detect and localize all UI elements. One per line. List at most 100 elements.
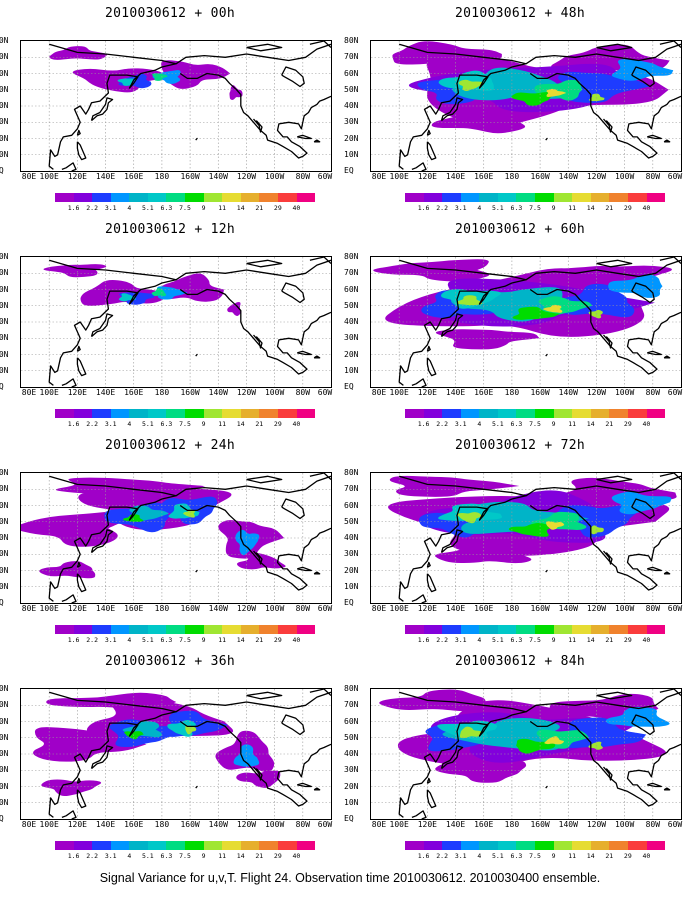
map-canvas <box>21 689 331 819</box>
colorbar-labels: 1.6 2.2 3.1 4 5.1 6.3 7.5 9 11 14 21 29 40 <box>405 421 665 429</box>
longitude-tick-label: 160E <box>474 388 494 397</box>
colorbar-level-label: 9 <box>201 636 206 644</box>
variance-contour <box>608 274 663 298</box>
variance-contour <box>508 523 552 537</box>
colorbar-level-label: 4 <box>127 852 132 860</box>
latitude-labels: 80N 70N 60N 50N 40N 30N 20N 10N EQ <box>344 252 370 391</box>
colorbar-swatch <box>497 625 517 634</box>
longitude-tick-label: 120E <box>417 388 437 397</box>
coastline <box>663 787 671 791</box>
coastline <box>426 129 431 136</box>
colorbar-level-label: 4 <box>477 852 482 860</box>
colorbar-level-label: 14 <box>586 852 595 860</box>
colorbar-level-label: 21 <box>605 420 614 428</box>
latitude-tick-label: 50N <box>0 84 9 94</box>
colorbar-level-label: 2.2 <box>436 852 449 860</box>
map-panel: 2010030612 + 60h 80N 70N 60N 50N 40N 30N 20N 10N… <box>344 216 690 441</box>
coastline <box>659 257 681 264</box>
coastline <box>647 566 662 572</box>
colorbar-swatch <box>203 625 223 634</box>
colorbar-level-label: 7.5 <box>179 852 191 860</box>
colorbar <box>55 625 316 634</box>
colorbar-labels: 1.6 2.2 3.1 4 5.1 6.3 7.5 9 11 14 21 29 40 <box>55 205 315 213</box>
latitude-tick-label: 60N <box>0 716 9 726</box>
latitude-tick-label: 10N <box>0 797 9 807</box>
colorbar-level-label: 14 <box>586 636 595 644</box>
colorbar-swatch <box>55 841 74 850</box>
colorbar-swatch <box>553 409 573 418</box>
variance-contour <box>605 706 670 727</box>
coastline <box>596 691 633 700</box>
latitude-tick-label: 10N <box>344 365 359 375</box>
coastline <box>246 475 283 484</box>
colorbar-swatch <box>203 841 223 850</box>
coastline <box>48 475 177 602</box>
colorbar-level-label: 11 <box>568 204 577 212</box>
coastline <box>440 97 464 122</box>
colorbar-level-label: 2.2 <box>436 204 449 212</box>
coastline <box>603 550 613 565</box>
colorbar-level-label: 7.5 <box>179 636 191 644</box>
colorbar-level-label: 5.1 <box>491 204 504 212</box>
colorbar-level-label: 2.2 <box>86 636 99 644</box>
latitude-tick-label: 70N <box>344 700 359 710</box>
colorbar-swatch <box>627 841 647 850</box>
colorbar-level-label: 14 <box>236 636 245 644</box>
latitude-tick-label: 40N <box>0 749 9 758</box>
colorbar-level-label: 3.1 <box>454 420 467 428</box>
longitude-tick-label: 160E <box>124 172 144 181</box>
colorbar-swatch <box>442 841 461 850</box>
longitude-tick-label: 100W <box>264 172 285 181</box>
latitude-tick-label: 30N <box>0 765 9 775</box>
map-canvas <box>21 473 331 603</box>
coastline <box>48 259 177 386</box>
colorbar-swatch <box>222 409 241 418</box>
latitude-tick-label: EQ <box>0 814 4 823</box>
coastline <box>281 498 305 520</box>
longitude-tick-label: 160W <box>530 172 550 181</box>
coastline <box>253 118 263 133</box>
colorbar-swatch <box>277 193 297 202</box>
latitude-labels: 80N 70N 60N 50N 40N 30N 20N 10N EQ <box>344 469 370 607</box>
coastline <box>545 137 548 141</box>
longitude-tick-label: 140E <box>445 820 466 829</box>
latitude-tick-label: 40N <box>0 317 9 326</box>
colorbar-swatch <box>147 409 167 418</box>
longitude-tick-label: 80E <box>371 820 387 829</box>
coastline <box>179 504 331 591</box>
latitude-tick-label: 50N <box>344 516 359 526</box>
coastline <box>659 473 681 480</box>
coastline <box>309 257 331 264</box>
longitude-tick-label: 100W <box>614 820 635 829</box>
colorbar-level-label: 4 <box>477 420 482 428</box>
colorbar-level-label: 21 <box>255 636 264 644</box>
colorbar-swatch <box>553 841 573 850</box>
panel-title: 2010030612 + 24h <box>104 438 236 453</box>
longitude-tick-label: 60W <box>317 820 333 829</box>
map-canvas <box>371 473 681 603</box>
map-panel: 2010030612 + 84h 80N 70N 60N 50N 40N 30N 20N 10N… <box>344 648 690 873</box>
latitude-tick-label: 30N <box>344 117 359 127</box>
colorbar-swatch <box>646 625 666 634</box>
latitude-tick-label: 80N <box>344 252 359 261</box>
latitude-tick-label: 70N <box>0 52 9 62</box>
coastline <box>313 139 321 143</box>
latitude-tick-label: EQ <box>344 382 354 391</box>
colorbar-swatch <box>110 841 130 850</box>
coastline <box>253 766 263 781</box>
latitude-tick-label: 10N <box>344 797 359 807</box>
latitude-tick-label: EQ <box>0 166 4 175</box>
colorbar-level-label: 1.6 <box>67 420 80 428</box>
longitude-tick-label: 160E <box>474 172 494 181</box>
colorbar-labels: 1.6 2.2 3.1 4 5.1 6.3 7.5 9 11 14 21 29 40 <box>405 205 665 213</box>
colorbar-swatch <box>296 625 316 634</box>
longitude-tick-label: 80W <box>295 388 311 397</box>
variance-map <box>20 688 332 820</box>
longitude-tick-label: 100E <box>39 172 59 181</box>
longitude-labels: 80E 100E 120E 140E 160E 180 160W 140W 120W 100W 80… <box>370 173 682 183</box>
latitude-tick-label: 60N <box>344 716 359 726</box>
colorbar-swatch <box>240 193 260 202</box>
coastline <box>525 43 681 65</box>
variance-contour <box>185 725 197 735</box>
longitude-tick-label: 160E <box>124 604 144 613</box>
